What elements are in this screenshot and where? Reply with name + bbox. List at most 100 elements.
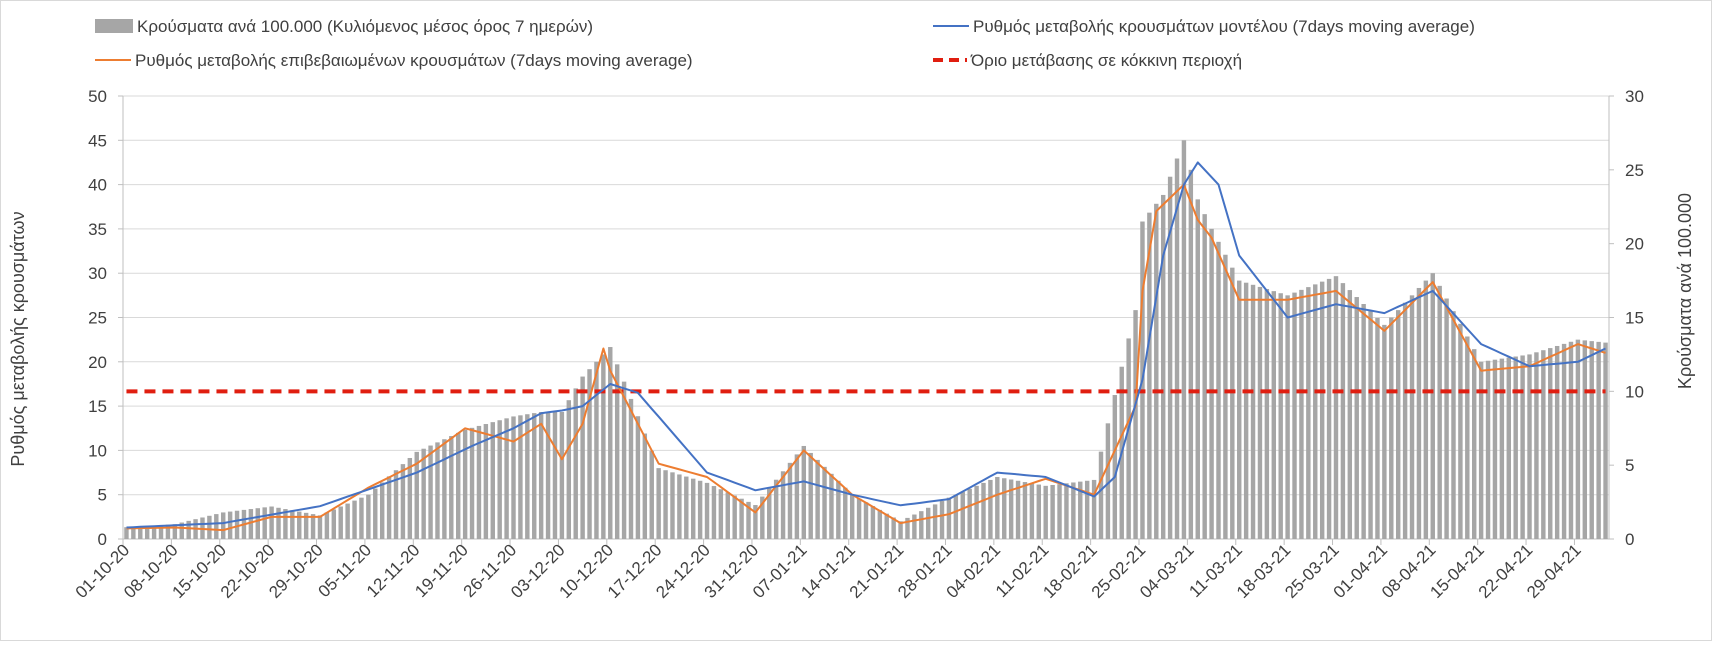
bar (753, 505, 758, 539)
left-axis-title: Ρυθμός μεταβολής κρουσμάτων (8, 211, 28, 466)
bar (345, 503, 350, 539)
bar (373, 488, 378, 539)
bar (815, 459, 820, 539)
left-tick-label: 10 (88, 441, 107, 460)
bar (1188, 169, 1194, 540)
bar (1278, 293, 1283, 539)
right-tick-label: 15 (1625, 309, 1644, 328)
bar (1029, 483, 1035, 539)
right-tick-label: 0 (1625, 530, 1634, 549)
bar (490, 422, 495, 539)
bar (1250, 284, 1256, 539)
bar (525, 414, 530, 539)
bar (573, 388, 578, 539)
x-tick-label: 04-02-21 (943, 540, 1005, 602)
bar (849, 494, 855, 539)
bar (1271, 291, 1276, 539)
x-tick-label: 29-10-20 (265, 540, 327, 602)
bar (421, 448, 426, 539)
bar (822, 466, 827, 539)
bar (1084, 480, 1090, 539)
bar (580, 376, 585, 539)
bar (221, 512, 226, 539)
bar (297, 511, 302, 539)
bar (1285, 295, 1290, 539)
bar (158, 525, 164, 539)
bar (1230, 267, 1235, 539)
bar (870, 506, 876, 539)
bar (608, 347, 613, 539)
bar (207, 515, 212, 539)
bar (1589, 341, 1594, 539)
bar (276, 507, 281, 539)
right-tick-label: 10 (1625, 382, 1644, 401)
bar (407, 457, 413, 539)
bar (386, 476, 392, 539)
bar (144, 525, 150, 539)
bar (1237, 280, 1242, 539)
bar (1306, 287, 1311, 539)
bar (1492, 359, 1498, 539)
bar (898, 521, 903, 539)
x-tick-label: 29-04-21 (1523, 540, 1585, 602)
bar (1534, 352, 1539, 539)
bar-series (124, 140, 1608, 540)
bar (1575, 339, 1581, 539)
bar (566, 400, 572, 539)
bar (628, 398, 634, 539)
bar (995, 476, 1000, 539)
bar (1513, 356, 1518, 539)
bar (511, 416, 516, 539)
bar (670, 472, 675, 539)
legend-confirmed-label: Ρυθμός μεταβολής επιβεβαιωμένων κρουσμάτ… (135, 51, 693, 70)
bar (988, 479, 993, 539)
bar (1050, 484, 1055, 539)
bar (711, 486, 717, 539)
bar (642, 433, 648, 539)
bar (981, 482, 986, 539)
bar (919, 511, 924, 539)
bar (1554, 345, 1560, 539)
bar (1485, 360, 1491, 539)
legend: Κρούσματα ανά 100.000 (Κυλιόμενος μέσος … (95, 17, 1475, 70)
bar (1472, 349, 1477, 539)
left-tick-label: 20 (88, 353, 107, 372)
bar (366, 494, 371, 539)
bar (732, 495, 737, 539)
bar (808, 452, 813, 539)
bar (165, 524, 171, 539)
bar (456, 432, 461, 539)
bar (663, 470, 668, 539)
axes (118, 95, 1614, 545)
bar (739, 498, 744, 539)
bar (1361, 303, 1366, 539)
bar (1078, 481, 1083, 539)
right-tick-label: 20 (1625, 235, 1644, 254)
bar (836, 480, 841, 539)
bar (428, 445, 433, 539)
bar (138, 526, 143, 539)
bar (877, 509, 883, 539)
bar (1133, 310, 1138, 539)
bar (974, 485, 979, 539)
bar (400, 464, 406, 539)
bar (262, 507, 267, 539)
bar (1430, 273, 1435, 539)
bar (1478, 361, 1484, 539)
bar (635, 416, 641, 539)
bar (787, 462, 793, 539)
bar (483, 424, 489, 539)
right-axis-title: Κρούσματα ανά 100.000 (1675, 193, 1695, 389)
bar (794, 454, 800, 539)
bar (891, 517, 896, 539)
bar (773, 479, 779, 539)
bar (172, 524, 178, 539)
bar (1209, 228, 1214, 539)
bar (1347, 290, 1353, 539)
bar (559, 412, 565, 539)
bar (352, 500, 357, 539)
bar (1174, 158, 1180, 540)
bar (601, 354, 606, 539)
bar (538, 412, 544, 539)
